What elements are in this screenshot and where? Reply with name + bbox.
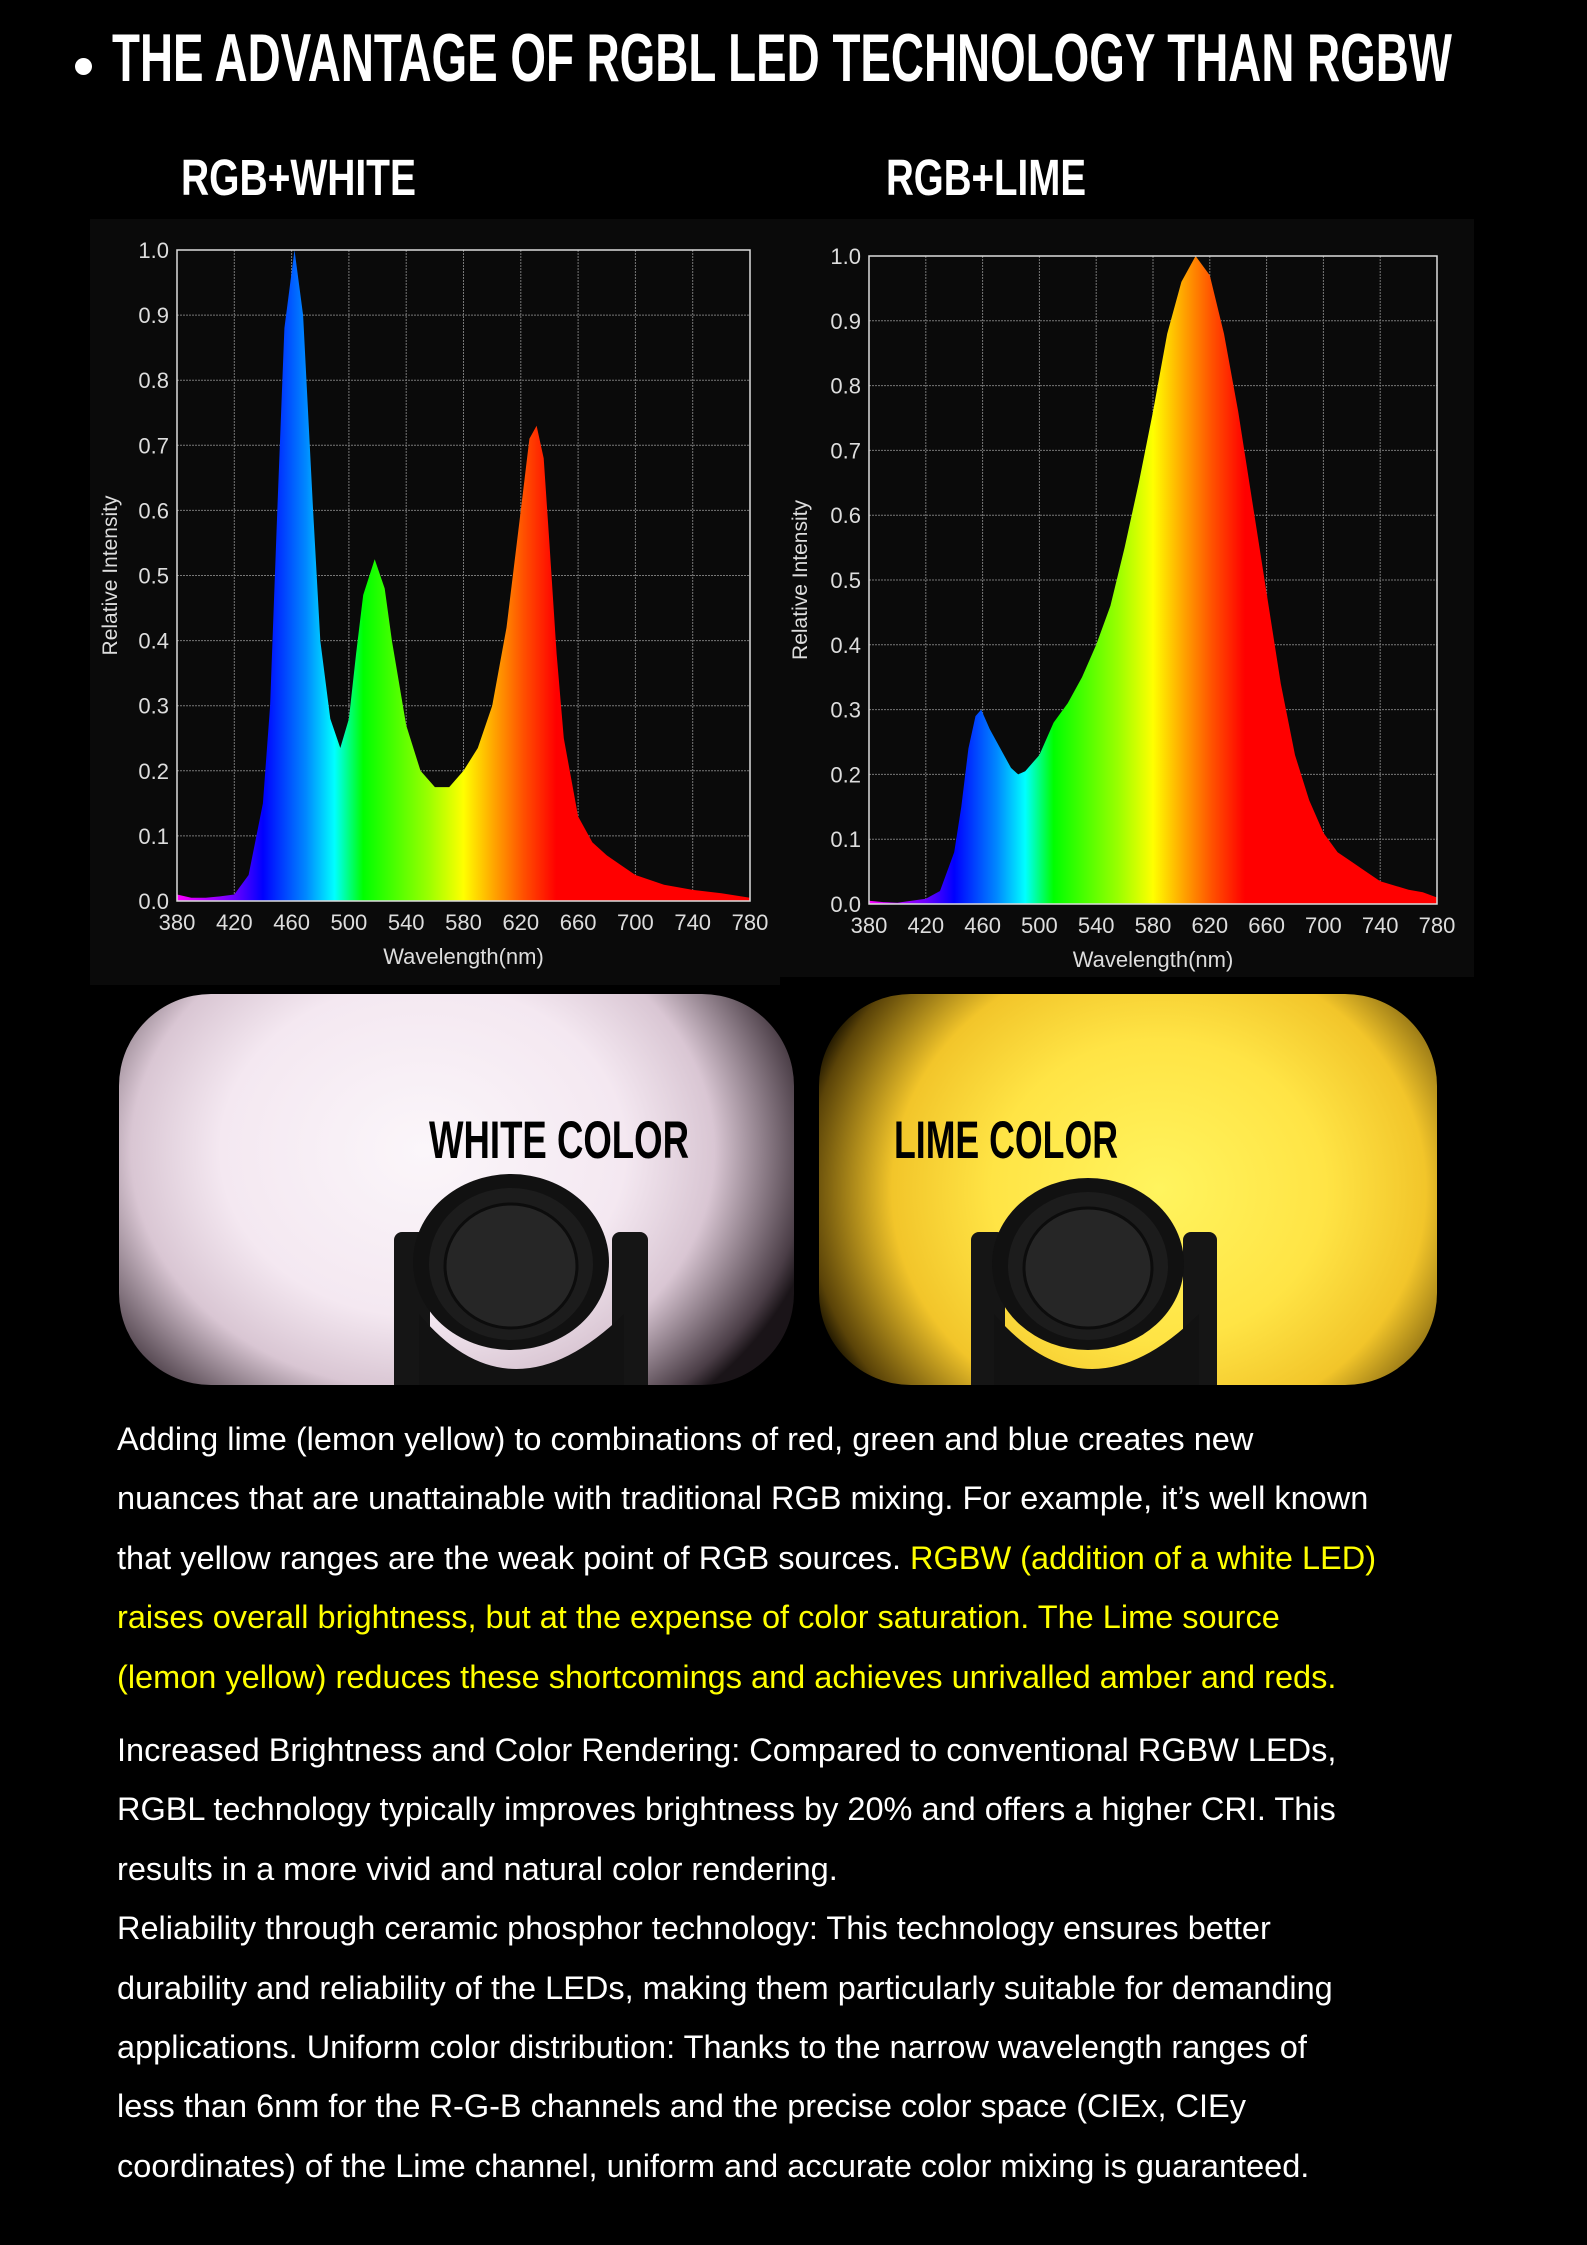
y-tick-label: 0.7: [830, 438, 861, 463]
y-tick-label: 0.5: [138, 564, 169, 589]
x-tick-label: 500: [331, 910, 368, 935]
spectrum-area: [177, 250, 750, 901]
page-title: THE ADVANTAGE OF RGBL LED TECHNOLOGY THA…: [112, 20, 1452, 96]
x-tick-label: 780: [732, 910, 769, 935]
x-tick-label: 460: [273, 910, 310, 935]
text-line: that yellow ranges are the weak point of…: [117, 1529, 1376, 1588]
x-tick-label: 620: [502, 910, 539, 935]
y-tick-label: 0.0: [830, 892, 861, 917]
moving-head-fixture-icon: [971, 1178, 1217, 1385]
text-line: RGBL technology typically improves brigh…: [117, 1791, 1336, 1828]
y-axis-title: Relative Intensity: [99, 495, 122, 655]
highlighted-text: RGBW (addition of a white LED): [910, 1539, 1377, 1576]
paragraph-benefits: Increased Brightness and Color Rendering…: [117, 1721, 1336, 2196]
highlighted-text-line: raises overall brightness, but at the ex…: [117, 1599, 1280, 1636]
y-tick-label: 0.4: [138, 629, 169, 654]
x-tick-label: 540: [1078, 913, 1115, 938]
moving-head-fixture-icon: [394, 1174, 648, 1385]
text-segment: that yellow ranges are the weak point of…: [117, 1539, 911, 1576]
x-tick-label: 580: [1135, 913, 1172, 938]
x-tick-label: 740: [1362, 913, 1399, 938]
x-tick-label: 420: [216, 910, 253, 935]
text-line: durability and reliability of the LEDs, …: [117, 1969, 1333, 2006]
x-tick-label: 420: [907, 913, 944, 938]
text-line: coordinates) of the Lime channel, unifor…: [117, 2147, 1310, 2184]
x-tick-label: 500: [1021, 913, 1058, 938]
text-line: Increased Brightness and Color Rendering…: [117, 1732, 1337, 1768]
y-axis-title: Relative Intensity: [789, 500, 812, 660]
lime-color-photo: [819, 994, 1437, 1385]
x-axis-title: Wavelength(nm): [383, 944, 544, 969]
spectrum-area: [869, 256, 1437, 904]
text-line: less than 6nm for the R-G-B channels and…: [117, 2088, 1246, 2125]
plot-frame: [176, 249, 751, 902]
y-tick-label: 0.3: [830, 698, 861, 723]
text-line: results in a more vivid and natural colo…: [117, 1850, 838, 1887]
y-tick-label: 0.2: [138, 759, 169, 784]
x-tick-label: 380: [159, 910, 196, 935]
y-tick-label: 0.1: [830, 827, 861, 852]
y-tick-label: 0.2: [830, 762, 861, 787]
y-tick-label: 0.8: [138, 368, 169, 393]
white-color-photo: [119, 994, 794, 1385]
y-tick-label: 0.8: [830, 374, 861, 399]
x-tick-label: 660: [1248, 913, 1285, 938]
y-tick-label: 0.6: [830, 503, 861, 528]
highlighted-text-line: (lemon yellow) reduces these shortcoming…: [117, 1658, 1337, 1695]
x-tick-label: 700: [617, 910, 654, 935]
y-tick-label: 0.0: [138, 889, 169, 914]
y-tick-label: 0.7: [138, 433, 169, 458]
lime-color-label: LIME COLOR: [894, 1111, 1118, 1170]
chart-svg: 380 420 460 500 540 580 620 660 700 740 780 0.0 0.1 0…: [99, 238, 769, 969]
text-line: applications. Uniform color distribution…: [117, 2029, 1307, 2066]
text-line: nuances that are unattainable with tradi…: [117, 1480, 1369, 1517]
x-tick-label: 780: [1419, 913, 1456, 938]
x-tick-label: 620: [1191, 913, 1228, 938]
y-tick-label: 0.5: [830, 568, 861, 593]
chart-svg: 380 420 460 500 540 580 620 660 700 740 780 0.0 0.1 0…: [789, 244, 1456, 972]
rgb-lime-spectrum-chart: 380 420 460 500 540 580 620 660 700 740 780 0.0 0.1 0…: [780, 219, 1474, 977]
x-tick-label: 660: [560, 910, 597, 935]
rgb-lime-heading: RGB+LIME: [886, 149, 1086, 206]
x-axis-title: Wavelength(nm): [1073, 947, 1234, 972]
x-tick-label: 740: [674, 910, 711, 935]
x-tick-label: 580: [445, 910, 482, 935]
white-color-label: WHITE COLOR: [429, 1111, 689, 1170]
y-tick-label: 0.9: [138, 303, 169, 328]
y-tick-label: 1.0: [830, 244, 861, 269]
y-tick-label: 0.9: [830, 309, 861, 334]
y-tick-label: 0.4: [830, 633, 861, 658]
y-tick-label: 0.3: [138, 694, 169, 719]
paragraph-lime-intro: Adding lime (lemon yellow) to combinatio…: [117, 1410, 1376, 1707]
title-bullet-icon: [75, 58, 92, 75]
x-tick-label: 460: [964, 913, 1001, 938]
y-tick-label: 0.6: [138, 498, 169, 523]
rgb-white-heading: RGB+WHITE: [181, 149, 416, 206]
lime-color-label-wrap: LIME COLOR: [894, 1110, 1227, 1171]
x-tick-label: 380: [851, 913, 888, 938]
x-tick-label: 700: [1305, 913, 1342, 938]
x-tick-label: 540: [388, 910, 425, 935]
y-tick-label: 1.0: [138, 238, 169, 263]
text-line: Adding lime (lemon yellow) to combinatio…: [117, 1421, 1254, 1457]
text-line: Reliability through ceramic phosphor tec…: [117, 1910, 1271, 1947]
rgb-white-spectrum-chart: 380 420 460 500 540 580 620 660 700 740 780 0.0 0.1 0…: [90, 219, 780, 985]
white-color-label-wrap: WHITE COLOR: [429, 1110, 806, 1171]
plot-frame: [868, 255, 1438, 905]
y-tick-label: 0.1: [138, 824, 169, 849]
